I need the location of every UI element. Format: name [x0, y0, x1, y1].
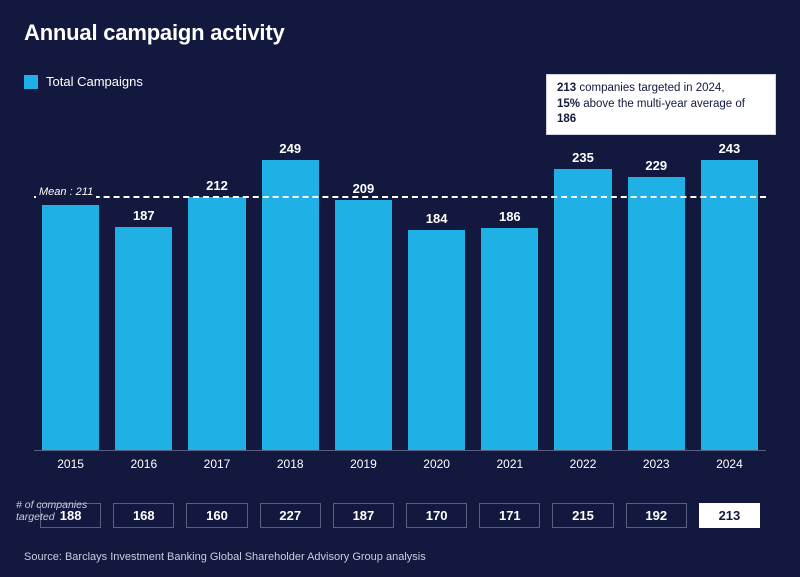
bars-group: 205187212249209184186235229243	[34, 141, 766, 450]
annotation-avg: 186	[557, 113, 576, 125]
bar-rect	[628, 177, 685, 450]
bar-rect	[554, 169, 611, 449]
bar-rect	[188, 197, 245, 450]
companies-cell: 187	[333, 503, 394, 528]
annotation-box: 213 companies targeted in 2024, 15% abov…	[546, 74, 776, 135]
legend-swatch	[24, 75, 38, 89]
companies-cell: 160	[186, 503, 247, 528]
companies-cell: 170	[406, 503, 467, 528]
bar-value-label: 187	[133, 208, 155, 223]
bar-value-label: 235	[572, 150, 594, 165]
x-tick-label: 2020	[400, 453, 473, 471]
companies-cell: 213	[699, 503, 760, 528]
bar-column: 186	[473, 141, 546, 450]
bar-rect	[262, 160, 319, 450]
annotation-count: 213	[557, 82, 576, 94]
annotation-percent: 15%	[557, 98, 580, 110]
chart-title: Annual campaign activity	[24, 20, 776, 46]
plot-area: Mean : 211 20518721224920918418623522924…	[34, 141, 766, 451]
x-tick-label: 2015	[34, 453, 107, 471]
bar-rect	[408, 230, 465, 449]
bar-column: 184	[400, 141, 473, 450]
x-tick-label: 2022	[546, 453, 619, 471]
bar-column: 243	[693, 141, 766, 450]
companies-cell: 192	[626, 503, 687, 528]
x-tick-label: 2021	[473, 453, 546, 471]
mean-label: Mean : 211	[36, 186, 96, 198]
bar-value-label: 249	[279, 141, 301, 156]
bar-column: 249	[254, 141, 327, 450]
bar-column: 212	[180, 141, 253, 450]
source-text: Source: Barclays Investment Banking Glob…	[24, 551, 426, 563]
bar-column: 229	[620, 141, 693, 450]
bar-value-label: 243	[719, 141, 741, 156]
bar-rect	[335, 200, 392, 449]
bar-rect	[701, 160, 758, 450]
companies-cell: 227	[260, 503, 321, 528]
annotation-line1: companies targeted in 2024,	[576, 82, 724, 94]
annotation-line2-mid: above the multi-year average of	[580, 98, 745, 110]
header-row: Total Campaigns 213 companies targeted i…	[24, 74, 776, 135]
bar-rect	[115, 227, 172, 450]
chart-container: Annual campaign activity Total Campaigns…	[0, 0, 800, 577]
x-tick-label: 2018	[254, 453, 327, 471]
bar-value-label: 184	[426, 211, 448, 226]
bar-value-label: 229	[645, 158, 667, 173]
mean-line: Mean : 211	[34, 196, 766, 198]
chart-area: Mean : 211 20518721224920918418623522924…	[24, 141, 776, 491]
companies-label: # of companies targeted	[16, 499, 116, 524]
x-tick-label: 2024	[693, 453, 766, 471]
x-tick-label: 2016	[107, 453, 180, 471]
bar-value-label: 186	[499, 209, 521, 224]
companies-cell: 215	[552, 503, 613, 528]
bar-rect	[481, 228, 538, 450]
companies-cell: 171	[479, 503, 540, 528]
bar-column: 209	[327, 141, 400, 450]
bar-rect	[42, 205, 99, 449]
companies-row: # of companies targeted 1881681602271871…	[24, 503, 776, 528]
legend: Total Campaigns	[24, 74, 143, 89]
bar-column: 235	[546, 141, 619, 450]
bar-value-label: 209	[353, 181, 375, 196]
x-axis: 2015201620172018201920202021202220232024	[34, 453, 766, 471]
x-tick-label: 2017	[180, 453, 253, 471]
companies-cells: 188168160227187170171215192213	[34, 503, 766, 528]
x-tick-label: 2023	[620, 453, 693, 471]
legend-label: Total Campaigns	[46, 74, 143, 89]
bar-value-label: 212	[206, 178, 228, 193]
x-tick-label: 2019	[327, 453, 400, 471]
bar-column: 187	[107, 141, 180, 450]
companies-cell: 168	[113, 503, 174, 528]
